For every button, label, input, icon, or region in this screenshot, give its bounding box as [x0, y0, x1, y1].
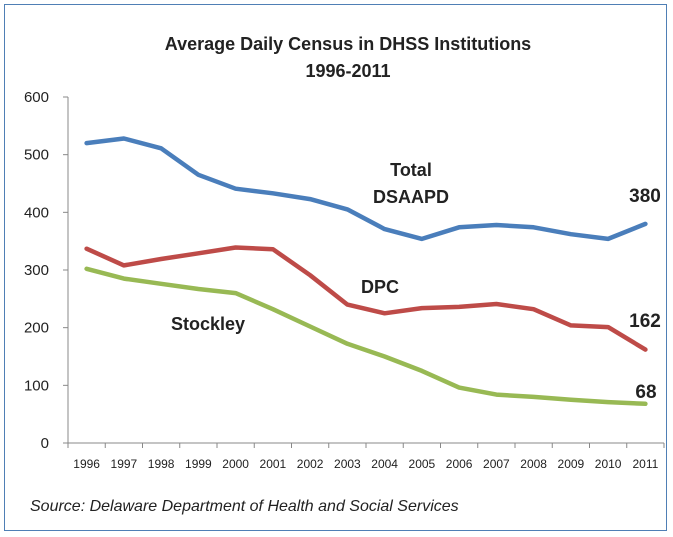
y-tick-label: 300: [24, 262, 49, 279]
x-tick-label: 1998: [148, 457, 175, 471]
x-tick-label: 1996: [73, 457, 100, 471]
series-name-label: DPC: [361, 277, 399, 297]
chart-title: Average Daily Census in DHSS Institution…: [165, 34, 531, 54]
y-tick-label: 600: [24, 89, 49, 106]
series-name-label: Total: [390, 160, 432, 180]
x-tick-label: 2003: [334, 457, 361, 471]
y-tick-label: 100: [24, 377, 49, 394]
chart-subtitle: 1996-2011: [305, 61, 390, 81]
x-tick-label: 2011: [632, 457, 658, 471]
end-value-label: 380: [629, 186, 661, 207]
x-tick-label: 2000: [222, 457, 249, 471]
series-lines: [84, 136, 648, 407]
x-tick-label: 2001: [260, 457, 287, 471]
series-name-label: Stockley: [171, 314, 245, 334]
x-tick-label: 2002: [297, 457, 324, 471]
y-tick-label: 200: [24, 320, 49, 337]
series-line-0: [84, 136, 648, 242]
y-tick-label: 400: [24, 204, 49, 221]
axes: 0 100 200 300 400 500 600 1996 1997 1998 1999 2000 2…: [24, 89, 665, 471]
x-tick-label: 1999: [185, 457, 212, 471]
y-tick-label: 0: [41, 435, 49, 452]
end-value-label: 68: [635, 382, 656, 403]
x-tick-label: 2004: [371, 457, 398, 471]
series-line-1: [84, 245, 648, 352]
x-tick-label: 2008: [520, 457, 547, 471]
y-tick-label: 500: [24, 147, 49, 164]
source-note: Source: Delaware Department of Health an…: [30, 498, 459, 515]
x-tick-label: 2006: [446, 457, 473, 471]
x-tick-label: 2009: [558, 457, 585, 471]
series-line-2: [84, 266, 648, 407]
series-name-label: DSAAPD: [373, 187, 449, 207]
x-tick-label: 2005: [409, 457, 436, 471]
x-tick-label: 1997: [111, 457, 138, 471]
series-labels: Total DSAAPD DPC Stockley 380 162 68: [171, 160, 661, 403]
x-tick-label: 2010: [595, 457, 622, 471]
x-tick-label: 2007: [483, 457, 510, 471]
end-value-label: 162: [629, 311, 661, 332]
